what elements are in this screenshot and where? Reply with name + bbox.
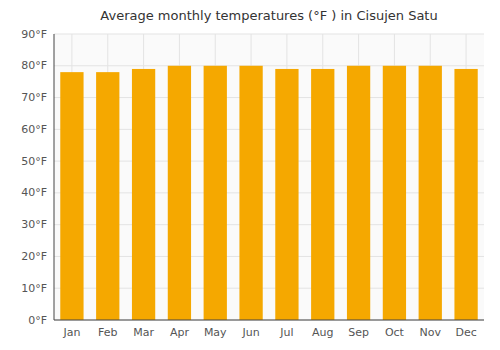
- x-tick-label: Apr: [170, 326, 190, 339]
- x-tick-label: Oct: [385, 326, 405, 339]
- y-tick-label: 30°F: [21, 218, 47, 231]
- x-tick-label: Jan: [62, 326, 80, 339]
- x-tick-label: Feb: [98, 326, 117, 339]
- x-tick-label: Mar: [133, 326, 154, 339]
- x-tick-label: Aug: [312, 326, 333, 339]
- bar: [419, 66, 442, 320]
- x-tick-label: Nov: [420, 326, 442, 339]
- bar: [454, 69, 477, 320]
- bar: [168, 66, 191, 320]
- x-tick-label: May: [204, 326, 227, 339]
- x-tick-label: Jun: [241, 326, 259, 339]
- x-ticks: Jan Feb Mar Apr May Jun Jul Aug Sep Oct Nov Dec: [62, 326, 476, 339]
- y-tick-label: 90°F: [21, 28, 47, 41]
- x-tick-label: Dec: [455, 326, 476, 339]
- plot-background: [54, 34, 484, 320]
- y-ticks: 0°F 10°F 20°F 30°F 40°F 50°F 60°F 70°F 80°F 90°F: [21, 28, 47, 327]
- bar: [132, 69, 155, 320]
- bar: [347, 66, 370, 320]
- y-tick-label: 10°F: [21, 282, 47, 295]
- y-grid-line: [54, 34, 484, 35]
- y-tick-label: 80°F: [21, 59, 47, 72]
- bar: [239, 66, 262, 320]
- grid: [54, 34, 484, 320]
- bar: [204, 66, 227, 320]
- x-axis-line: [54, 320, 484, 321]
- bar: [96, 72, 119, 320]
- y-axis-line: [54, 34, 55, 320]
- bar: [60, 72, 83, 320]
- bars: [60, 66, 477, 320]
- bar: [275, 69, 298, 320]
- title: Average monthly temperatures (°F ) in Ci…: [100, 8, 437, 23]
- bar: [311, 69, 334, 320]
- x-tick-label: Sep: [348, 326, 369, 339]
- bar: [383, 66, 406, 320]
- y-tick-label: 0°F: [28, 314, 47, 327]
- y-tick-label: 40°F: [21, 186, 47, 199]
- y-tick-label: 50°F: [21, 155, 47, 168]
- y-grid-line: [54, 320, 484, 321]
- x-tick-label: Jul: [279, 326, 293, 339]
- chart-container: 0°F 10°F 20°F 30°F 40°F 50°F 60°F 70°F 80°F 90°F J…: [0, 0, 500, 350]
- y-tick-label: 60°F: [21, 123, 47, 136]
- chart-svg: 0°F 10°F 20°F 30°F 40°F 50°F 60°F 70°F 80°F 90°F J…: [0, 0, 500, 350]
- y-tick-label: 20°F: [21, 250, 47, 263]
- y-tick-label: 70°F: [21, 91, 47, 104]
